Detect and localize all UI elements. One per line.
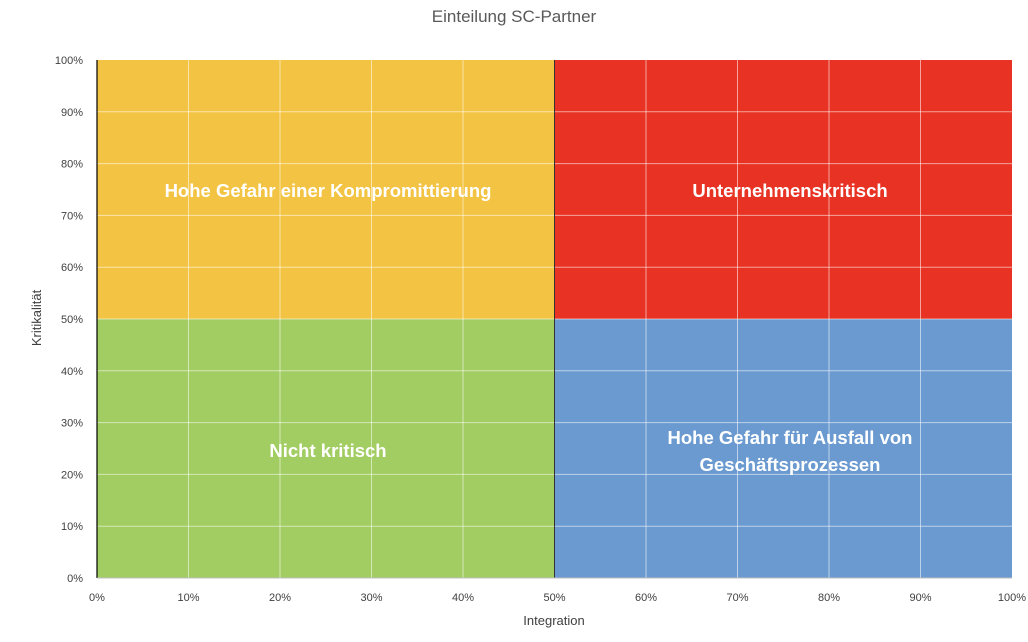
gridlines (97, 60, 1012, 578)
x-axis-label: Integration (523, 613, 584, 628)
quadrant-hohe-gefahr-fur-ausfall-von-geschaftsprozessen (554, 319, 1012, 578)
y-tick-label: 50% (61, 314, 83, 326)
axes (96, 60, 1012, 579)
quadrant-label-unternehmenskritisch: Unternehmenskritisch (692, 180, 887, 201)
y-tick-label: 70% (61, 210, 83, 222)
x-tick-label: 50% (543, 592, 565, 604)
quadrant-label-hohe-gefahr-fur-ausfall-von-geschaftsprozessen: Hohe Gefahr für Ausfall von Geschäftsproz… (668, 427, 913, 475)
x-tick-label: 30% (360, 592, 382, 604)
x-tick-label: 100% (998, 592, 1026, 604)
y-tick-label: 10% (61, 521, 83, 533)
x-tick-label: 40% (452, 592, 474, 604)
quadrant-label-line: Geschäftsprozessen (700, 454, 881, 475)
quadrant-label-hohe-gefahr-einer-kompromittierung: Hohe Gefahr einer Kompromittierung (165, 180, 492, 201)
quadrant-label-line: Nicht kritisch (269, 440, 386, 461)
x-tick-label: 0% (89, 592, 105, 604)
x-tick-label: 80% (818, 592, 840, 604)
y-tick-label: 0% (67, 573, 83, 585)
x-axis-ticks: 0% 10% 20% 30% 40% 50% 60% 70% 80% 90% 100% (89, 592, 1026, 604)
quadrant-group (97, 60, 1012, 578)
x-tick-label: 60% (635, 592, 657, 604)
x-tick-label: 10% (177, 592, 199, 604)
quadrant-unternehmenskritisch (554, 60, 1012, 319)
y-axis-ticks: 0% 10% 20% 30% 40% 50% 60% 70% 80% 90% 100% (55, 55, 83, 585)
quadrant-label-nicht-kritisch: Nicht kritisch (269, 440, 386, 461)
quadrant-labels: Hohe Gefahr einer Kompromittierung Untern… (165, 180, 913, 475)
quadrant-label-line: Hohe Gefahr für Ausfall von (668, 427, 913, 448)
y-tick-label: 60% (61, 262, 83, 274)
y-tick-label: 80% (61, 159, 83, 171)
y-axis-label: Kritikalität (29, 289, 44, 346)
x-tick-label: 20% (269, 592, 291, 604)
quadrant-label-line: Hohe Gefahr einer Kompromittierung (165, 180, 492, 201)
y-tick-label: 30% (61, 418, 83, 430)
quadrant-label-line: Unternehmenskritisch (692, 180, 887, 201)
chart-title: Einteilung SC-Partner (432, 7, 597, 26)
quadrant-hohe-gefahr-einer-kompromittierung (97, 60, 555, 319)
x-tick-label: 90% (909, 592, 931, 604)
y-tick-label: 90% (61, 107, 83, 119)
x-tick-label: 70% (726, 592, 748, 604)
quadrant-nicht-kritisch (97, 319, 555, 578)
y-tick-label: 40% (61, 366, 83, 378)
y-tick-label: 100% (55, 55, 83, 67)
y-tick-label: 20% (61, 469, 83, 481)
